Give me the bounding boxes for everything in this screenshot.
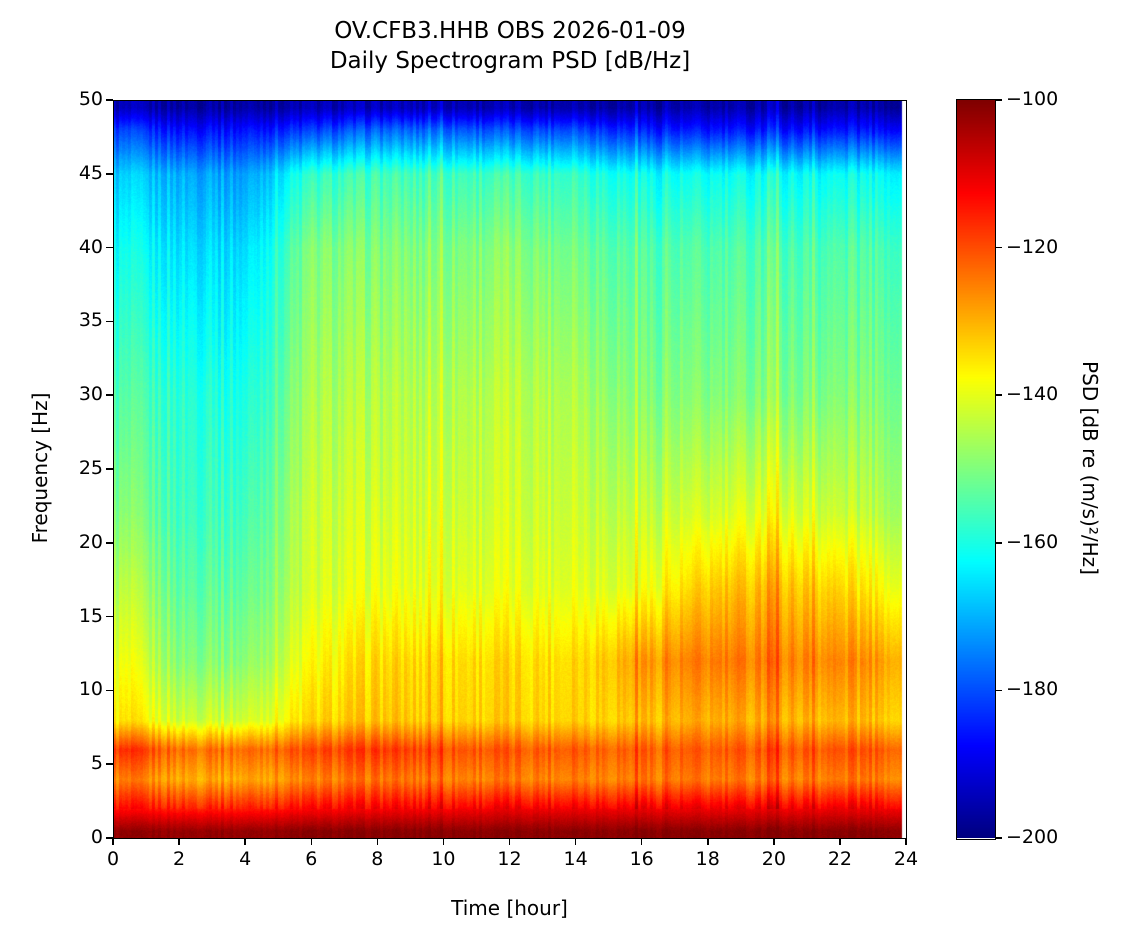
y-tick-label: 10 xyxy=(78,678,103,701)
y-tick-label: 15 xyxy=(78,604,103,627)
x-tick-label: 22 xyxy=(827,848,852,870)
x-tick-mark xyxy=(574,838,577,845)
colorbar-tick-mark xyxy=(995,246,1002,249)
y-tick-label: 5 xyxy=(90,752,103,775)
title-line-2: Daily Spectrogram PSD [dB/Hz] xyxy=(329,48,691,74)
x-tick-label: 24 xyxy=(893,848,919,870)
colorbar-tick-label: −160 xyxy=(1006,530,1059,553)
y-tick-mark xyxy=(106,394,113,396)
colorbar-tick-label: −120 xyxy=(1006,235,1059,258)
colorbar-label: PSD [dB re (m/s)²/Hz] xyxy=(1078,361,1102,575)
colorbar-tick-mark xyxy=(995,542,1002,544)
x-tick-mark xyxy=(905,838,907,845)
colorbar-tick-mark xyxy=(995,689,1002,692)
x-tick-label: 16 xyxy=(629,848,654,870)
y-tick-mark xyxy=(106,615,113,618)
colorbar xyxy=(957,100,995,838)
y-tick-mark xyxy=(106,246,113,249)
y-tick-mark xyxy=(106,468,113,470)
x-tick-mark xyxy=(376,838,379,845)
x-tick-mark xyxy=(707,838,709,845)
x-tick-mark xyxy=(508,838,511,845)
colorbar-tick-mark xyxy=(995,394,1002,396)
x-tick-label: 0 xyxy=(106,848,120,870)
title-line-1: OV.CFB3.HHB OBS 2026-01-09 xyxy=(334,18,686,44)
y-tick-label: 0 xyxy=(90,826,103,848)
x-tick-label: 6 xyxy=(305,848,318,870)
colorbar-tick-label: −100 xyxy=(1006,88,1059,110)
x-tick-mark xyxy=(839,838,841,845)
x-tick-mark xyxy=(178,838,180,845)
colorbar-frame xyxy=(956,99,996,840)
y-tick-mark xyxy=(106,837,113,839)
x-tick-mark xyxy=(244,838,246,845)
x-tick-mark xyxy=(112,838,114,845)
colorbar-tick-mark xyxy=(995,837,1002,839)
y-tick-label: 25 xyxy=(78,457,103,479)
x-tick-mark xyxy=(310,838,312,845)
plot-frame xyxy=(113,100,907,839)
x-tick-label: 14 xyxy=(563,848,588,870)
y-tick-label: 45 xyxy=(78,161,103,184)
chart-title: OV.CFB3.HHB OBS 2026-01-09 Daily Spectro… xyxy=(0,16,1020,76)
y-tick-mark xyxy=(106,763,113,765)
y-tick-mark xyxy=(106,99,113,101)
x-tick-mark xyxy=(773,838,775,845)
x-tick-label: 12 xyxy=(497,848,522,870)
y-tick-label: 30 xyxy=(78,383,103,406)
y-tick-label: 20 xyxy=(78,530,103,553)
x-tick-label: 4 xyxy=(239,848,252,870)
x-tick-label: 20 xyxy=(761,848,786,870)
y-tick-mark xyxy=(106,173,113,175)
colorbar-tick-label: −200 xyxy=(1006,826,1059,848)
y-tick-mark xyxy=(106,689,113,692)
x-axis-label: Time [hour] xyxy=(451,896,568,920)
colorbar-tick-mark xyxy=(995,99,1002,101)
y-axis-label: Frequency [Hz] xyxy=(28,392,52,544)
colorbar-tick-label: −180 xyxy=(1006,678,1059,701)
y-tick-label: 40 xyxy=(78,235,103,258)
x-tick-label: 8 xyxy=(371,848,384,870)
x-tick-label: 18 xyxy=(695,848,720,870)
y-tick-mark xyxy=(106,320,113,323)
y-tick-label: 50 xyxy=(78,88,103,110)
x-tick-mark xyxy=(442,838,445,845)
x-tick-label: 2 xyxy=(173,848,186,870)
spectrogram-heatmap xyxy=(113,100,906,838)
y-tick-label: 35 xyxy=(78,309,103,332)
colorbar-tick-label: −140 xyxy=(1006,383,1059,406)
x-tick-mark xyxy=(640,838,643,845)
x-tick-label: 10 xyxy=(431,848,456,870)
y-tick-mark xyxy=(106,542,113,544)
